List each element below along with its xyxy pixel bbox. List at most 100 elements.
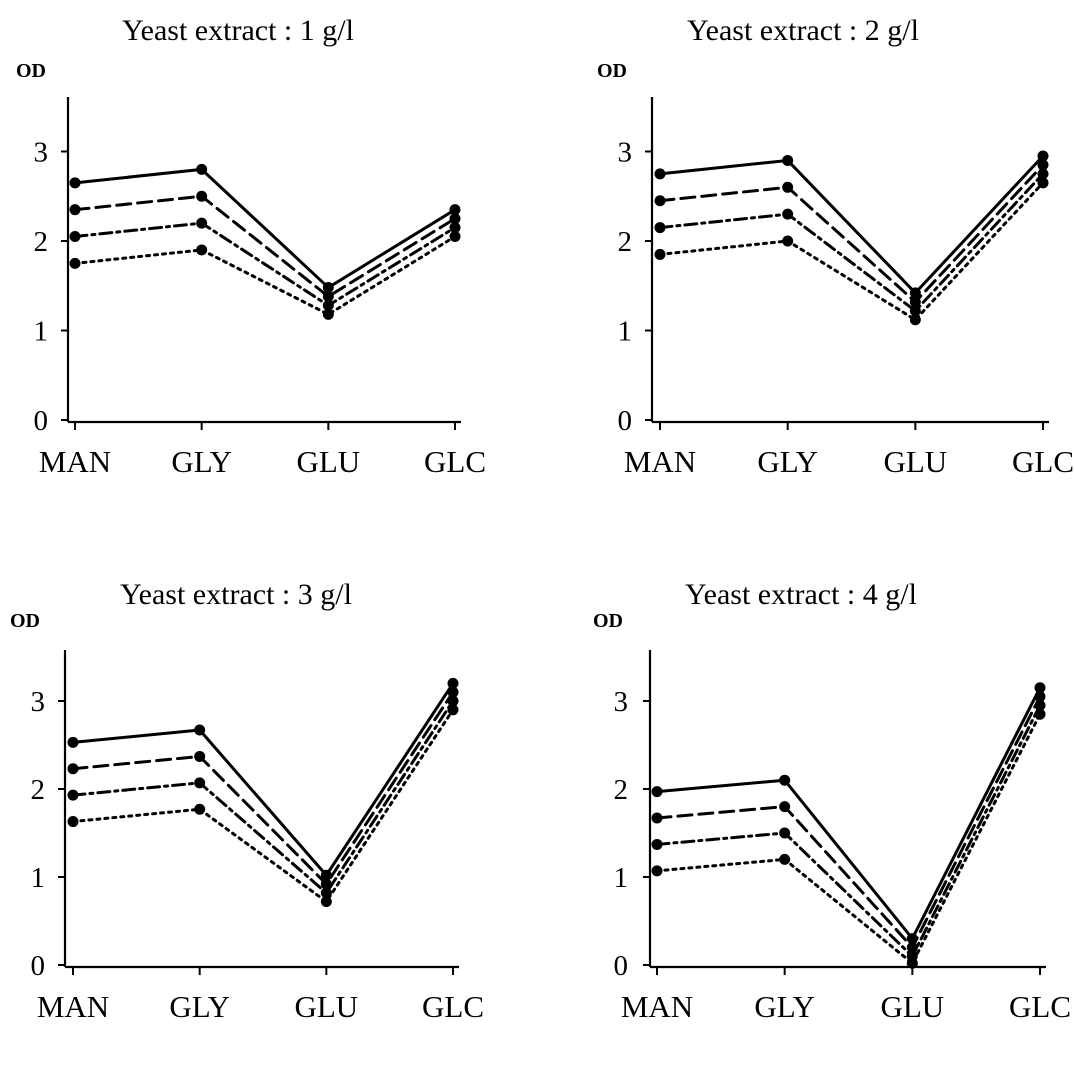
series-line-dotted bbox=[71, 708, 455, 904]
y-tick-label: 3 bbox=[31, 686, 46, 718]
data-point bbox=[322, 282, 334, 294]
data-point bbox=[779, 801, 791, 813]
x-tick-label: GLY bbox=[171, 444, 232, 479]
x-tick-label: GLU bbox=[296, 444, 360, 479]
y-axis-label: OD bbox=[10, 610, 40, 632]
x-tick-label: GLU bbox=[294, 989, 358, 1024]
data-point bbox=[320, 869, 332, 881]
y-axis-label: OD bbox=[593, 610, 623, 632]
data-point bbox=[449, 231, 461, 243]
series-line-dashdot bbox=[73, 221, 457, 307]
y-tick-label: 2 bbox=[34, 226, 49, 258]
data-point bbox=[447, 686, 459, 698]
data-point bbox=[322, 299, 334, 311]
data-point bbox=[782, 235, 794, 247]
y-tick-label: 3 bbox=[34, 137, 49, 169]
data-point bbox=[779, 853, 791, 865]
series-line-dotted bbox=[658, 181, 1045, 322]
y-axis-label: OD bbox=[16, 60, 46, 82]
y-tick-label: 2 bbox=[31, 774, 46, 806]
chart-plot: 0 1 2 3 MAN GLY GLU GLC bbox=[618, 97, 1074, 479]
data-point bbox=[69, 257, 81, 269]
y-tick-label: 0 bbox=[34, 405, 49, 437]
data-point bbox=[782, 208, 794, 220]
chart-title: Yeast extract : 1 g/l bbox=[122, 14, 354, 47]
series-line-solid bbox=[71, 681, 455, 877]
series-line-dashdot bbox=[658, 172, 1045, 313]
data-point bbox=[447, 695, 459, 707]
y-tick-label: 1 bbox=[618, 316, 633, 348]
data-point bbox=[67, 789, 79, 801]
data-point bbox=[449, 222, 461, 234]
data-point bbox=[1037, 177, 1049, 189]
data-point bbox=[909, 296, 921, 308]
data-point bbox=[320, 896, 332, 908]
data-point bbox=[194, 750, 206, 762]
data-point bbox=[447, 677, 459, 689]
y-tick-label: 3 bbox=[614, 686, 629, 718]
data-point bbox=[654, 222, 666, 234]
data-point bbox=[909, 314, 921, 326]
y-tick-label: 1 bbox=[614, 862, 629, 894]
y-tick-label: 0 bbox=[618, 405, 633, 437]
series-line-dashdot bbox=[655, 703, 1042, 958]
y-tick-label: 2 bbox=[618, 226, 633, 258]
y-tick-label: 0 bbox=[614, 950, 629, 982]
data-point bbox=[69, 231, 81, 243]
data-point bbox=[69, 177, 81, 189]
x-tick-label: GLC bbox=[422, 989, 484, 1024]
y-tick-label: 2 bbox=[614, 774, 629, 806]
y-tick-label: 0 bbox=[31, 950, 46, 982]
series-line-solid bbox=[658, 154, 1045, 295]
data-point bbox=[196, 190, 208, 202]
chart-title: Yeast extract : 4 g/l bbox=[685, 578, 917, 611]
data-point bbox=[782, 154, 794, 166]
series-line-solid bbox=[655, 686, 1042, 941]
data-point bbox=[651, 812, 663, 824]
x-tick-label: GLY bbox=[169, 989, 230, 1024]
x-tick-label: GLU bbox=[880, 989, 944, 1024]
x-tick-label: GLY bbox=[754, 989, 815, 1024]
x-tick-label: GLC bbox=[1009, 989, 1071, 1024]
data-point bbox=[1034, 699, 1046, 711]
x-tick-label: GLY bbox=[757, 444, 818, 479]
data-point bbox=[322, 290, 334, 302]
x-tick-label: GLC bbox=[424, 444, 486, 479]
series-line-dashed bbox=[658, 163, 1045, 304]
x-tick-label: GLC bbox=[1012, 444, 1074, 479]
y-axis-label: OD bbox=[597, 60, 627, 82]
y-tick-label: 3 bbox=[618, 137, 633, 169]
chart-plot: 0 1 2 3 MAN GLY GLU GLC bbox=[614, 650, 1071, 1024]
series-line-dashdot bbox=[71, 699, 455, 895]
data-point bbox=[67, 816, 79, 828]
data-point bbox=[651, 838, 663, 850]
data-point bbox=[909, 305, 921, 317]
data-point bbox=[906, 957, 918, 969]
chart-panel-4: Yeast extract : 4 g/l OD 0 1 2 3 MAN GLY GLU GL… bbox=[537, 550, 1074, 1065]
data-point bbox=[779, 827, 791, 839]
y-tick-label: 1 bbox=[31, 862, 46, 894]
data-point bbox=[651, 865, 663, 877]
chart-title: Yeast extract : 2 g/l bbox=[687, 14, 919, 47]
chart-plot: 0 1 2 3 MAN GLY GLU GLC bbox=[31, 650, 484, 1024]
data-point bbox=[196, 244, 208, 256]
data-point bbox=[194, 724, 206, 736]
data-point bbox=[449, 213, 461, 225]
data-point bbox=[654, 168, 666, 180]
data-point bbox=[1037, 150, 1049, 162]
x-tick-label: MAN bbox=[621, 989, 693, 1024]
chart-plot: 0 1 2 3 MAN GLY GLU GLC bbox=[34, 97, 486, 479]
series-line-solid bbox=[73, 167, 457, 290]
x-tick-label: MAN bbox=[624, 444, 696, 479]
data-point bbox=[782, 181, 794, 193]
data-point bbox=[909, 287, 921, 299]
series-line-dashed bbox=[71, 690, 455, 886]
chart-panel-3: Yeast extract : 3 g/l OD 0 1 2 3 MAN GLY GLU GL… bbox=[0, 550, 537, 1065]
data-point bbox=[651, 786, 663, 798]
data-point bbox=[196, 163, 208, 175]
series-line-dotted bbox=[655, 712, 1042, 965]
data-point bbox=[1037, 168, 1049, 180]
chart-panel-1: Yeast extract : 1 g/l OD 0 1 2 3 MAN GLY GLU GL… bbox=[0, 0, 537, 515]
data-point bbox=[654, 248, 666, 260]
data-point bbox=[67, 736, 79, 748]
